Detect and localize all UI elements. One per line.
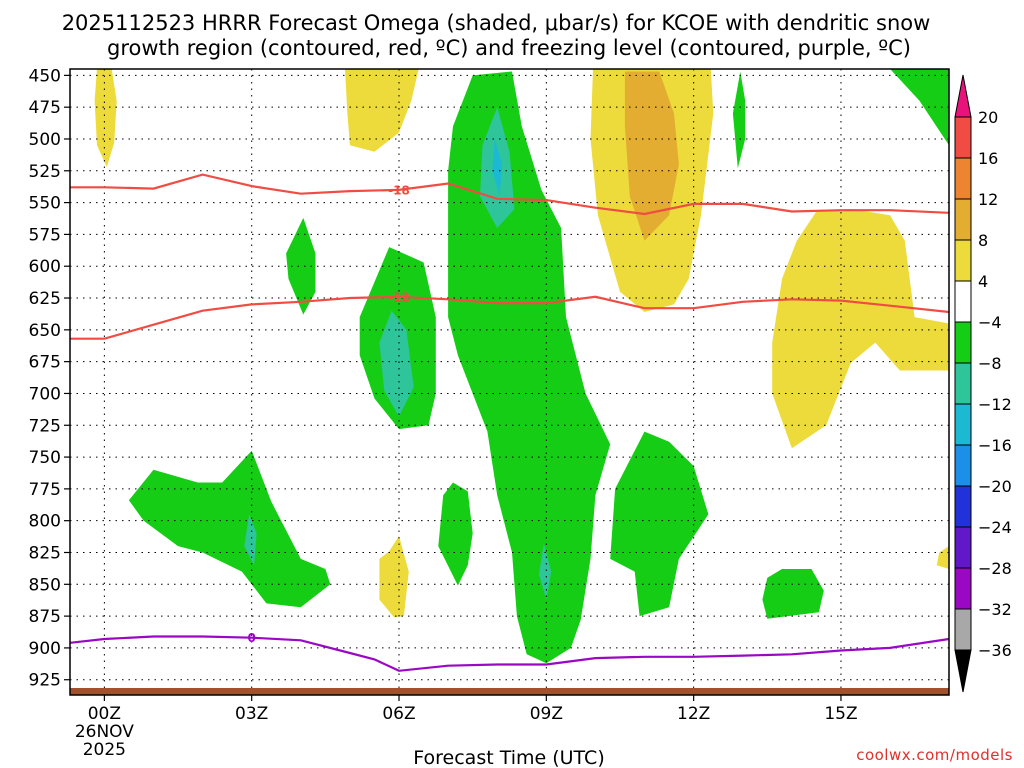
x-tick-year-0: 2025 [83, 740, 126, 760]
y-tick-label-750: 750 [29, 448, 61, 468]
y-tick-label-725: 725 [29, 416, 61, 436]
colorbar-bin-0 [954, 116, 972, 159]
y-tick-label-800: 800 [29, 512, 61, 532]
y-tick-label-575: 575 [29, 225, 61, 245]
dgz-contours: -18 -12 [70, 173, 949, 340]
colorbar-level-9: −20 [978, 477, 1012, 496]
colorbar-bin-7 [954, 403, 972, 446]
x-tick-label-0: 00Z [88, 704, 121, 724]
colorbar-level-11: −28 [978, 559, 1012, 578]
omega-region-yellow-right-edge [936, 546, 949, 569]
omega-region-yellow-top-05z [345, 69, 419, 152]
colorbar-bin-4 [954, 280, 972, 323]
omega-region-green-left-03z [128, 450, 331, 608]
y-tick-label-625: 625 [29, 289, 61, 309]
y-axis: 450 475 500 525 550 575 600 625 650 675 700 725 750 7… [29, 66, 70, 691]
y-tick-label-825: 825 [29, 543, 61, 563]
y-tick-label-675: 675 [29, 353, 61, 373]
colorbar-bin-1 [954, 157, 972, 200]
colorbar-bottom-arrow [954, 649, 972, 693]
y-tick-label-450: 450 [29, 66, 61, 86]
omega-region-cyan-08z [492, 139, 503, 197]
y-tick-label-925: 925 [29, 671, 61, 691]
omega-region-teal-06z [379, 310, 414, 417]
y-tick-label-600: 600 [29, 257, 61, 277]
y-tick-label-850: 850 [29, 575, 61, 595]
colorbar-level-3: 8 [978, 231, 988, 250]
omega-shaded-regions [94, 69, 949, 664]
chart-title-line1: 2025112523 HRRR Forecast Omega (shaded, … [62, 11, 931, 35]
colorbar: 20 16 12 8 4 −4 −8 −12 −16 −20 −24 −28 −32 −36 [954, 74, 1012, 693]
y-tick-label-900: 900 [29, 639, 61, 659]
colorbar-level-7: −12 [978, 395, 1012, 414]
colorbar-bin-5 [954, 321, 972, 364]
colorbar-bin-11 [954, 567, 972, 610]
omega-region-yellow-top-left [94, 69, 117, 167]
omega-region-green-main-08z [448, 71, 611, 664]
colorbar-level-0: 20 [978, 108, 998, 127]
x-tick-date-0: 26NOV [75, 722, 134, 742]
omega-region-green-13z-strip [732, 71, 746, 169]
colorbar-level-6: −8 [978, 354, 1002, 373]
y-tick-label-775: 775 [29, 480, 61, 500]
contour-label-dgz-1: -12 [388, 290, 410, 304]
omega-region-orange-11z [624, 71, 679, 241]
y-tick-label-650: 650 [29, 321, 61, 341]
colorbar-level-12: −32 [978, 600, 1012, 619]
y-tick-label-875: 875 [29, 607, 61, 627]
colorbar-bin-2 [954, 198, 972, 241]
colorbar-level-10: −24 [978, 518, 1012, 537]
omega-region-teal-03z [244, 514, 257, 566]
colorbar-level-13: −36 [978, 641, 1012, 660]
plot-frame [69, 68, 950, 696]
omega-region-green-04z [286, 217, 316, 315]
colorbar-bin-12 [954, 608, 972, 651]
terrain-bar [70, 688, 949, 695]
omega-region-green-11-12z [610, 431, 709, 617]
colorbar-bin-6 [954, 362, 972, 405]
dgz-contour--12: -12 [70, 290, 949, 340]
credit-text: coolwx.com/models [856, 746, 1013, 764]
contour-line-dgz-0 [70, 173, 949, 216]
x-tick-label-6: 06Z [382, 704, 415, 724]
y-tick-label-700: 700 [29, 384, 61, 404]
colorbar-level-4: 4 [978, 272, 988, 291]
y-tick-label-525: 525 [29, 162, 61, 182]
colorbar-level-1: 16 [978, 149, 998, 168]
colorbar-level-8: −16 [978, 436, 1012, 455]
y-tick-label-475: 475 [29, 98, 61, 118]
colorbar-bin-10 [954, 526, 972, 569]
x-axis-label: Forecast Time (UTC) [413, 747, 604, 768]
colorbar-bin-9 [954, 485, 972, 528]
x-tick-label-9: 09Z [530, 704, 563, 724]
omega-region-yellow-right-14z [772, 209, 949, 449]
colorbar-top-arrow [954, 74, 972, 118]
freezing-level-contour: 0 [70, 631, 949, 672]
y-tick-label-500: 500 [29, 130, 61, 150]
chart-title-line2: growth region (contoured, red, ºC) and f… [107, 36, 911, 60]
omega-region-green-07z [438, 482, 473, 586]
omega-region-green-top-right [890, 69, 949, 146]
dgz-contour--18: -18 [70, 173, 949, 216]
colorbar-level-5: −4 [978, 313, 1002, 332]
colorbar-bin-8 [954, 444, 972, 487]
x-tick-label-15: 15Z [824, 704, 857, 724]
x-tick-label-12: 12Z [677, 704, 710, 724]
contour-line-frz [70, 635, 949, 672]
omega-region-teal-09z [539, 543, 552, 600]
contour-line-dgz-1 [70, 295, 949, 340]
x-tick-label-3: 03Z [235, 704, 268, 724]
colorbar-bin-3 [954, 239, 972, 282]
colorbar-level-2: 12 [978, 190, 998, 209]
omega-region-green-14z-small [762, 569, 824, 619]
omega-region-yellow-06z-small [379, 536, 409, 618]
contour-label-frz: 0 [248, 631, 256, 645]
grid-lines [70, 69, 949, 695]
contour-label-dgz-0: -18 [388, 183, 410, 197]
y-tick-label-550: 550 [29, 194, 61, 214]
